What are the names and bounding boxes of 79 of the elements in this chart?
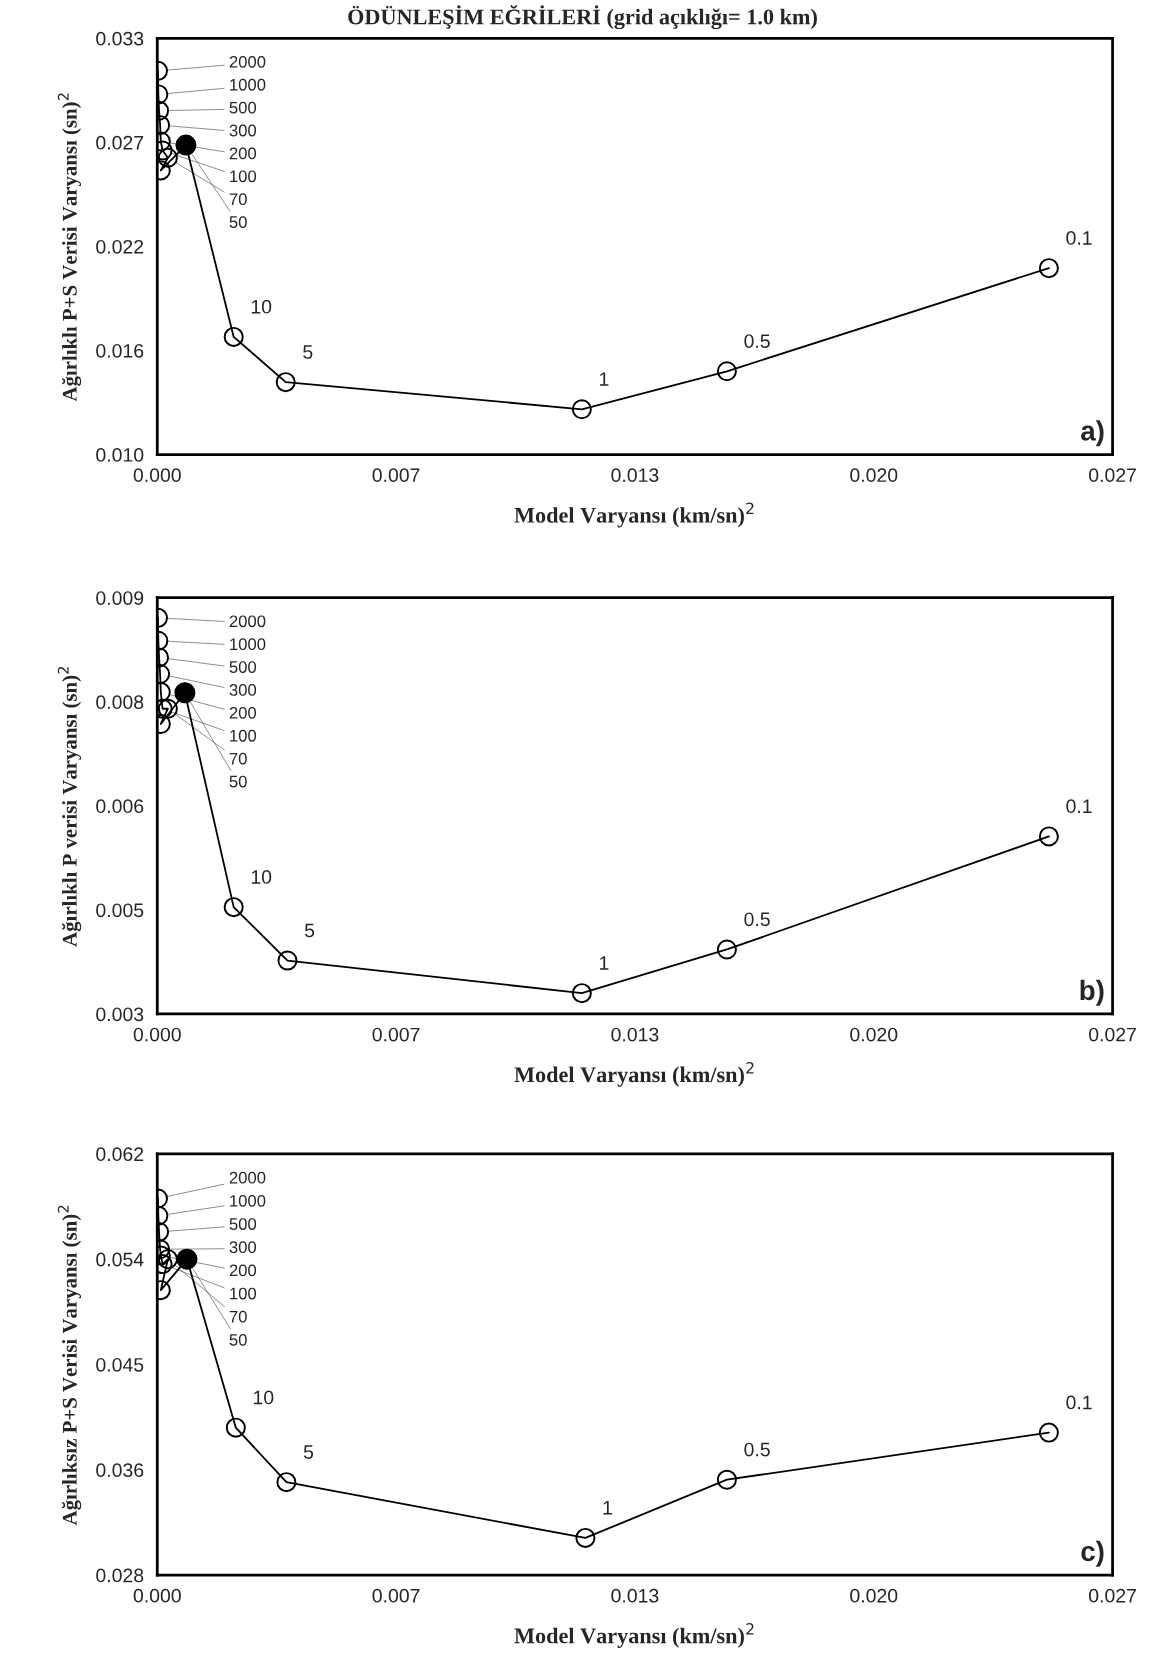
annotation: 5 <box>303 345 313 359</box>
annotation: 1 <box>603 1501 612 1515</box>
annotation: 200 <box>229 1264 257 1277</box>
y-axis-title: Ağırlıksız P+S Verisi Varyansı (sn)$^{2}$ <box>57 1205 82 1526</box>
annotation: 0.5 <box>744 334 770 349</box>
annotation: 100 <box>230 1287 257 1300</box>
annotation: b) <box>1080 979 1104 1006</box>
y-tick-label: 0.010 <box>96 448 144 462</box>
y-tick-label: 0.006 <box>96 799 144 814</box>
y-tick-label: 0.016 <box>96 343 144 358</box>
annotation: 10 <box>251 870 272 884</box>
annotation: 70 <box>229 1310 247 1323</box>
y-tick-label: 0.033 <box>96 31 144 46</box>
y-tick-label: 0.045 <box>96 1357 144 1372</box>
y-tick-label: 0.036 <box>96 1463 144 1478</box>
y-tick-label: 0.005 <box>96 903 144 918</box>
annotation: 300 <box>229 684 257 696</box>
x-axis-title: Model Varyansı (km/sn)$^{2}$ <box>514 1061 754 1087</box>
x-tick-label: 0.027 <box>1089 468 1136 483</box>
annotation: 1000 <box>230 78 266 91</box>
x-tick-label: 0.000 <box>133 1588 181 1603</box>
y-tick-label: 0.022 <box>96 239 144 254</box>
annotation: 0.1 <box>1066 799 1092 814</box>
x-tick-label: 0.020 <box>850 468 898 483</box>
chart-title: ÖDÜNLEŞİM EĞRİLERİ (grid açıklığı= 1.0 km) <box>348 4 817 30</box>
y-tick-label: 0.062 <box>96 1147 144 1162</box>
x-tick-label: 0.000 <box>133 468 181 483</box>
annotation: 100 <box>230 170 257 183</box>
annotation: 50 <box>229 1333 247 1346</box>
x-tick-label: 0.020 <box>850 1588 898 1603</box>
annotation: 300 <box>229 1241 257 1254</box>
x-axis-title: Model Varyansı (km/sn)$^{2}$ <box>514 1623 754 1648</box>
x-tick-label: 0.013 <box>611 1588 659 1603</box>
annotation: 70 <box>229 193 247 206</box>
x-tick-label: 0.013 <box>611 1027 659 1042</box>
annotation: 2000 <box>229 615 266 628</box>
annotation: 5 <box>304 923 315 938</box>
x-tick-label: 0.027 <box>1089 1588 1136 1603</box>
x-axis-title: Model Varyansı (km/sn)$^{2}$ <box>514 502 754 528</box>
annotation: 10 <box>253 1390 274 1405</box>
x-tick-label: 0.007 <box>372 1588 420 1603</box>
annotation: 50 <box>229 216 247 228</box>
y-tick-label: 0.009 <box>96 591 144 605</box>
annotation: 0.5 <box>744 912 770 927</box>
annotation: 500 <box>229 101 257 114</box>
annotation: 200 <box>229 147 257 160</box>
annotation: 500 <box>229 1218 257 1230</box>
y-axis-title: Ağırlıklı P+S Verisi Varyansı (sn)$^{2}$ <box>57 93 82 402</box>
y-axis-title: Ağırlıklı P verisi Varyansı (sn)$^{2}$ <box>57 666 82 947</box>
x-tick-label: 0.000 <box>133 1027 181 1042</box>
annotation: 2000 <box>229 1171 266 1184</box>
x-tick-label: 0.027 <box>1089 1027 1136 1042</box>
y-tick-label: 0.008 <box>96 695 144 710</box>
annotation: a) <box>1081 420 1104 447</box>
annotation: 0.1 <box>1066 1395 1092 1410</box>
annotation: 1000 <box>230 638 266 651</box>
y-tick-label: 0.054 <box>96 1252 144 1267</box>
y-tick-label: 0.003 <box>96 1007 144 1022</box>
x-tick-label: 0.007 <box>372 1027 420 1042</box>
annotation: 70 <box>229 752 247 765</box>
annotation: 2000 <box>229 55 266 68</box>
annotation: 1000 <box>230 1194 266 1207</box>
annotation: 0.1 <box>1066 231 1092 245</box>
annotation: 1 <box>600 372 609 386</box>
annotation: 300 <box>229 124 257 137</box>
x-tick-label: 0.020 <box>850 1027 898 1042</box>
y-tick-label: 0.027 <box>96 135 144 150</box>
annotation: 5 <box>303 1445 314 1459</box>
annotation: 10 <box>251 299 272 314</box>
x-tick-label: 0.007 <box>372 468 420 483</box>
annotation: 50 <box>229 775 247 788</box>
annotation: 500 <box>229 661 257 673</box>
y-tick-label: 0.028 <box>96 1568 144 1583</box>
x-tick-label: 0.013 <box>611 468 659 483</box>
annotation: 1 <box>600 956 609 970</box>
annotation: 200 <box>229 706 257 719</box>
annotation: 0.5 <box>744 1442 770 1457</box>
annotation: c) <box>1081 1540 1104 1567</box>
annotation: 100 <box>230 729 257 742</box>
